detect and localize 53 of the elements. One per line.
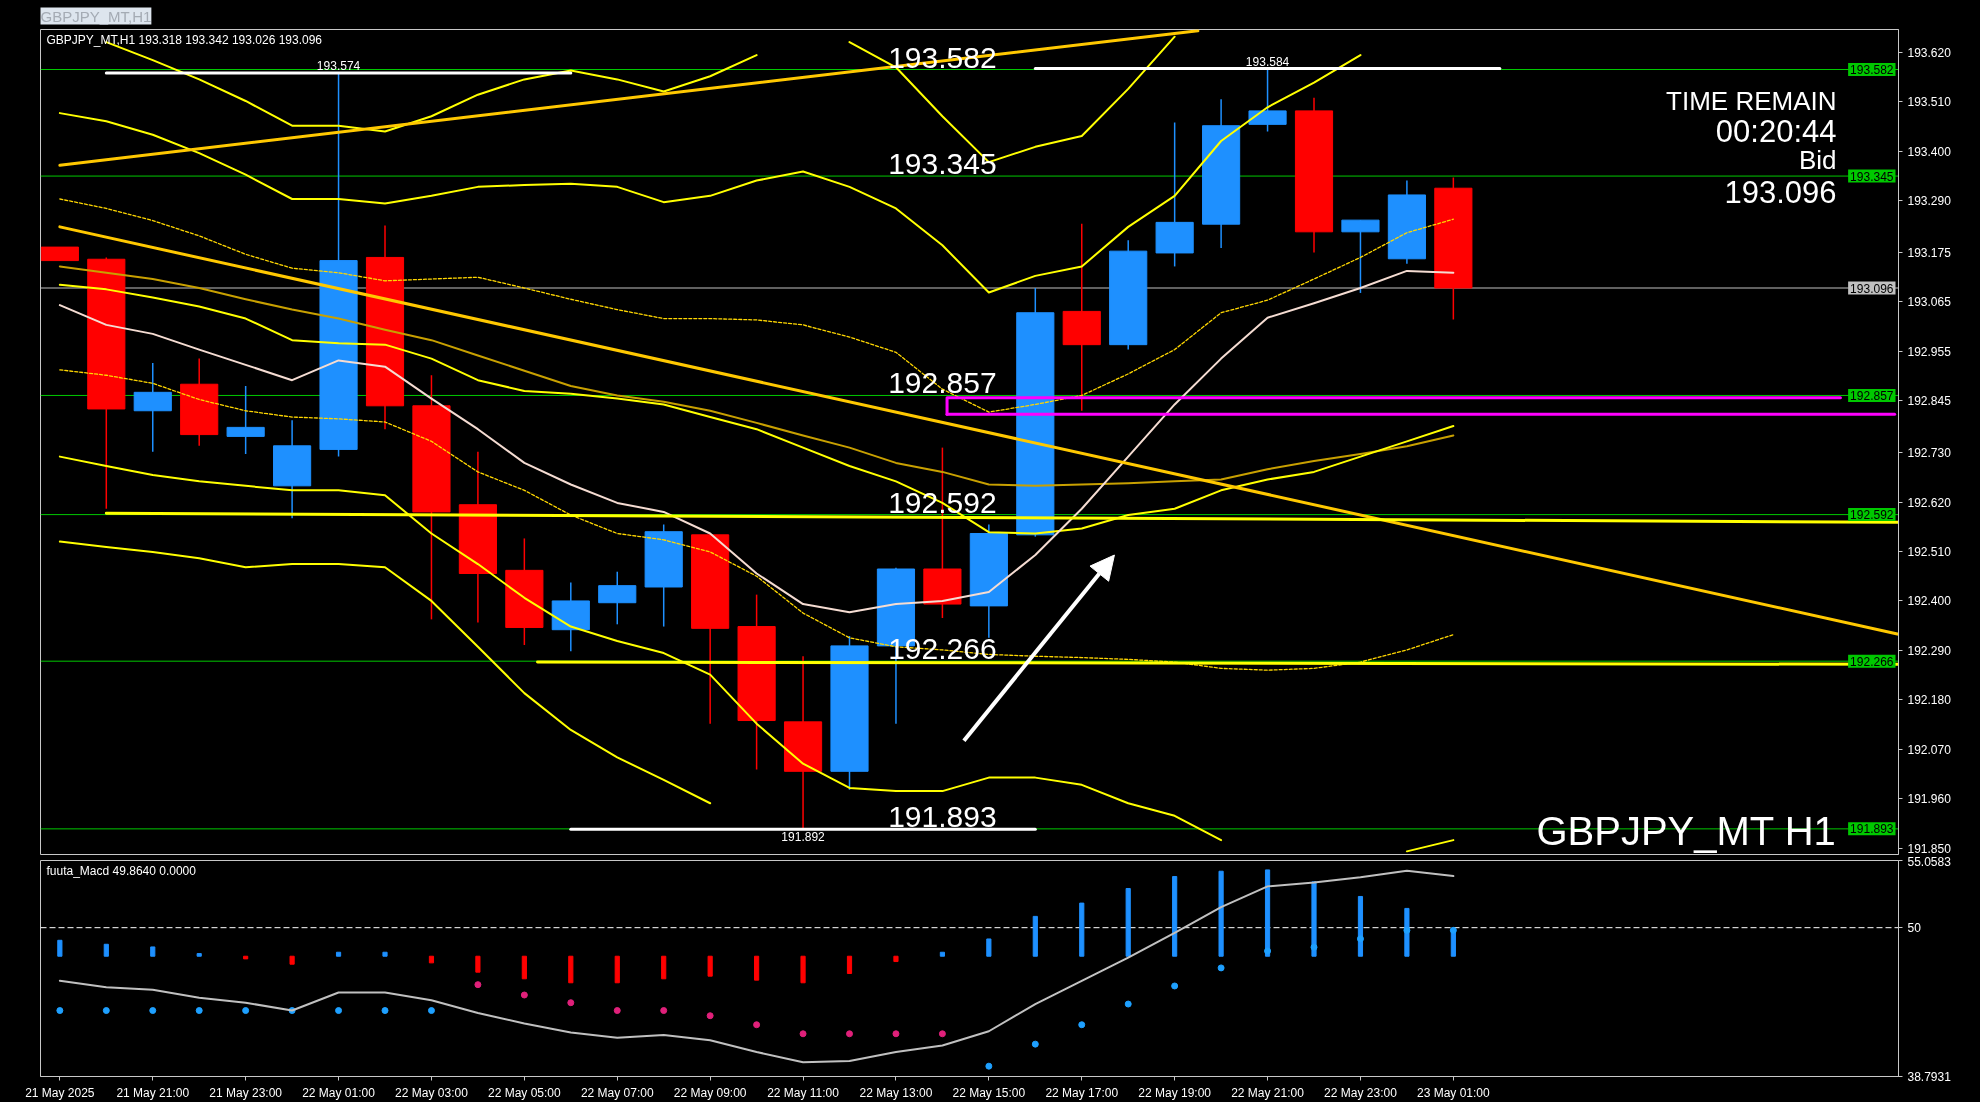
x-tick-label: 22 May 05:00	[488, 1085, 562, 1100]
x-tick-label: 22 May 03:00	[395, 1085, 469, 1100]
annotation: 193.345	[888, 147, 997, 181]
ref-line-label: 191.893	[1850, 822, 1894, 837]
ref-line-label: 193.096	[1850, 281, 1894, 296]
y-tick-label: 193.620	[1907, 45, 1952, 60]
x-tick-label: 21 May 21:00	[116, 1085, 190, 1100]
y-tick-label: 191.960	[1907, 792, 1952, 807]
y-tick-label: 38.7931	[1907, 1070, 1952, 1084]
y-tick-label: 192.955	[1907, 344, 1952, 359]
annotation: 193.096	[1724, 174, 1837, 210]
y-tick-label: 192.730	[1907, 446, 1952, 461]
y-tick-label: 50	[1907, 921, 1922, 936]
y-tick-label: 192.290	[1907, 643, 1952, 658]
x-tick-label: 22 May 13:00	[859, 1085, 933, 1100]
y-tick-label: 193.510	[1907, 95, 1952, 110]
chart-title: fuuta_Macd 49.8640 0.0000	[46, 863, 197, 878]
x-tick-label: 21 May 2025	[25, 1085, 95, 1100]
annotation: TIME REMAIN	[1666, 85, 1837, 116]
x-tick-label: 22 May 19:00	[1138, 1085, 1212, 1100]
annotation: 191.892	[781, 830, 826, 845]
annotation: 191.893	[888, 799, 997, 833]
y-tick-label: 193.065	[1907, 295, 1952, 310]
x-tick-label: 23 May 01:00	[1417, 1085, 1491, 1100]
x-tick-label: 22 May 15:00	[952, 1085, 1026, 1100]
y-tick-label: 192.180	[1907, 693, 1952, 708]
x-tick-label: 22 May 07:00	[580, 1085, 654, 1100]
x-tick-label: 22 May 11:00	[767, 1085, 840, 1100]
annotation: GBPJPY_MT H1	[1536, 808, 1836, 853]
y-tick-label: 192.620	[1907, 495, 1952, 510]
y-tick-label: 192.510	[1907, 544, 1952, 559]
y-tick-label: 192.845	[1907, 394, 1952, 409]
ref-line-label: 193.582	[1850, 63, 1894, 78]
y-tick-label: 191.850	[1907, 841, 1952, 856]
x-tick-label: 22 May 01:00	[302, 1085, 376, 1100]
ref-line-label: 193.345	[1850, 169, 1894, 184]
x-tick-label: 22 May 09:00	[673, 1085, 747, 1100]
chart-title: GBPJPY_MT,H1	[40, 7, 152, 25]
y-tick-label: 192.070	[1907, 742, 1952, 757]
x-tick-label: 21 May 23:00	[209, 1085, 283, 1100]
ref-line-label: 192.266	[1850, 654, 1894, 669]
ref-line-label: 192.857	[1850, 388, 1894, 403]
y-tick-label: 192.400	[1907, 594, 1952, 609]
x-tick-label: 22 May 21:00	[1231, 1085, 1305, 1100]
ref-line-label: 192.592	[1850, 508, 1894, 523]
chart-subtitle: GBPJPY_MT,H1 193.318 193.342 193.026 193.096	[46, 32, 323, 47]
y-tick-label: 193.290	[1907, 194, 1952, 209]
y-tick-label: 55.0583	[1907, 854, 1952, 869]
y-tick-label: 193.175	[1907, 246, 1952, 260]
y-tick-label: 193.400	[1907, 144, 1952, 159]
x-tick-label: 22 May 17:00	[1045, 1085, 1119, 1100]
x-tick-label: 22 May 23:00	[1324, 1085, 1398, 1100]
annotation: 193.584	[1245, 54, 1290, 69]
